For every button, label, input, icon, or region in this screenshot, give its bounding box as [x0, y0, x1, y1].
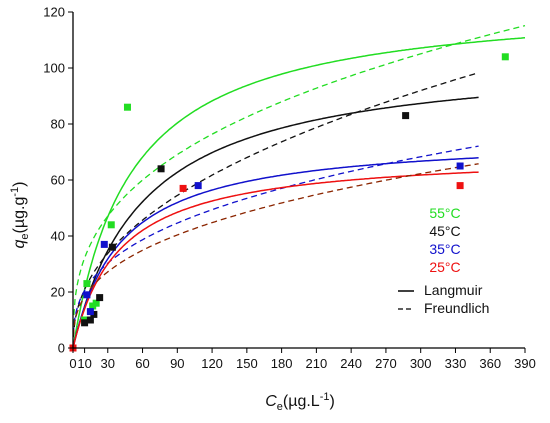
- freundlich-curve: [72, 24, 526, 326]
- data-point: [83, 291, 91, 299]
- x-tick-label: 210: [306, 356, 328, 371]
- x-tick-label: 390: [514, 356, 536, 371]
- data-point: [86, 308, 94, 316]
- langmuir-curve: [72, 96, 479, 348]
- legend-langmuir-label: Langmuir: [424, 282, 483, 298]
- legend-entry: 35°C: [429, 241, 460, 257]
- y-tick-label: 0: [58, 341, 65, 356]
- x-tick-label: 30: [101, 356, 115, 371]
- x-tick-label: 360: [479, 356, 501, 371]
- x-tick-label: 0: [69, 356, 76, 371]
- y-tick-label: 120: [43, 5, 65, 20]
- legend-entry: 45°C: [429, 223, 460, 239]
- data-point: [107, 221, 115, 229]
- data-point: [501, 53, 509, 61]
- data-point: [179, 184, 187, 192]
- data-point: [86, 316, 94, 324]
- freundlich-curve: [72, 72, 479, 338]
- x-tick-label: 270: [375, 356, 397, 371]
- y-tick-label: 100: [43, 61, 65, 76]
- x-tick-label: 150: [236, 356, 258, 371]
- data-point: [108, 243, 116, 251]
- x-tick-label: 240: [340, 356, 362, 371]
- data-point: [456, 182, 464, 190]
- x-tick-label: 90: [170, 356, 184, 371]
- fit-curves: [72, 24, 526, 348]
- data-point: [96, 294, 104, 302]
- data-point: [402, 112, 410, 120]
- x-tick-label: 120: [201, 356, 223, 371]
- y-tick-label: 40: [51, 229, 65, 244]
- langmuir-curve: [72, 171, 479, 348]
- x-tick-label: 330: [445, 356, 467, 371]
- legend-freundlich-label: Freundlich: [424, 300, 489, 316]
- y-axis-label: qe(µg.g-1): [9, 182, 31, 249]
- data-point: [123, 103, 131, 111]
- langmuir-curve: [72, 37, 526, 347]
- x-tick-label: 10: [77, 356, 91, 371]
- data-point: [100, 240, 108, 248]
- data-point: [83, 280, 91, 288]
- langmuir-curve: [72, 157, 479, 348]
- ticks: 0 10 30 60 90 120 150 180 210 240 270 300 330 360 3900…: [43, 5, 536, 372]
- x-tick-label: 60: [135, 356, 149, 371]
- data-point: [92, 299, 100, 307]
- legend-entry: 55°C: [429, 205, 460, 221]
- data-point: [157, 165, 165, 173]
- data-point: [194, 182, 202, 190]
- x-tick-label: 300: [410, 356, 432, 371]
- y-tick-label: 60: [51, 173, 65, 188]
- data-point: [81, 319, 89, 327]
- y-tick-label: 20: [51, 285, 65, 300]
- x-tick-label: 180: [271, 356, 293, 371]
- y-tick-label: 80: [51, 117, 65, 132]
- x-axis-label: Ce(µg.L-1): [265, 391, 335, 413]
- legend-entry: 25°C: [429, 259, 460, 275]
- legend: 55°C 45°C 35°C 25°C Langmuir Freundlich: [398, 205, 489, 316]
- freundlich-curve: [72, 163, 479, 336]
- freundlich-curve: [72, 145, 479, 334]
- data-point: [456, 162, 464, 170]
